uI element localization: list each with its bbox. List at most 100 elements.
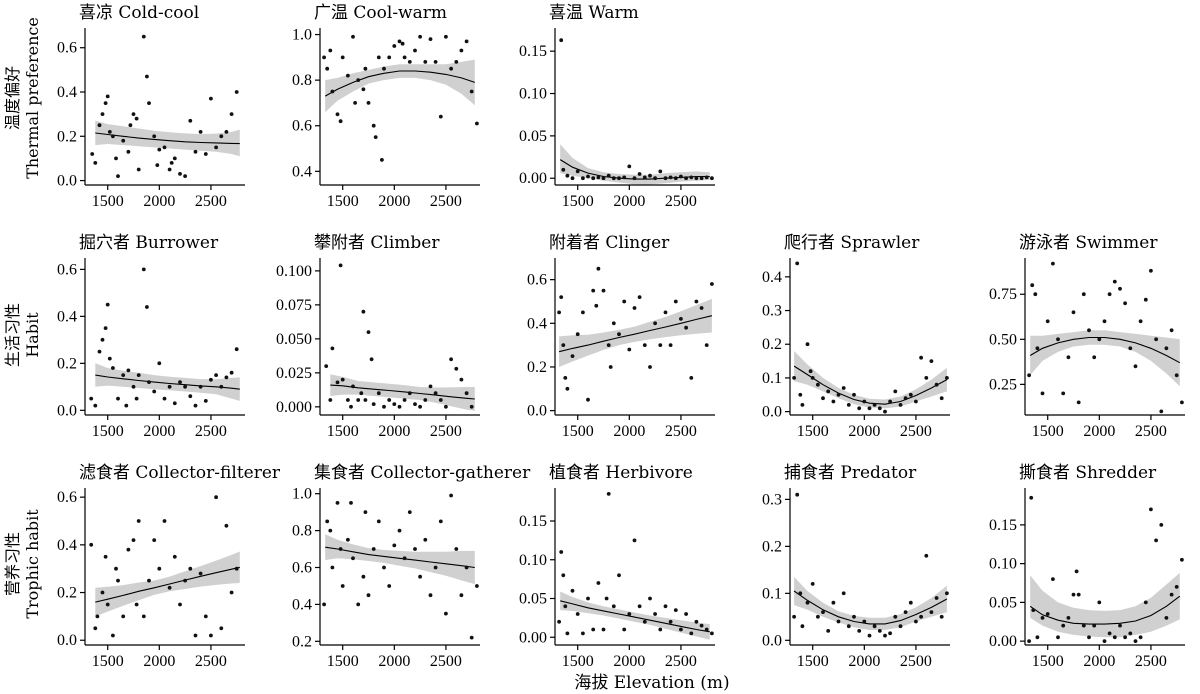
- panel-title: 捕食者 Predator: [784, 463, 917, 483]
- data-point: [893, 614, 898, 619]
- x-tick-label: 1500: [92, 193, 124, 210]
- data-point: [1045, 319, 1050, 324]
- data-point: [689, 175, 694, 180]
- data-point: [816, 614, 820, 619]
- data-point: [449, 357, 453, 362]
- data-point: [346, 73, 350, 78]
- data-point: [141, 34, 146, 39]
- data-point: [1071, 310, 1076, 315]
- data-point: [157, 361, 162, 366]
- data-point: [224, 375, 229, 380]
- data-point: [710, 631, 714, 636]
- data-point: [1133, 639, 1138, 643]
- data-point: [1071, 592, 1076, 597]
- data-point: [575, 612, 580, 616]
- data-point: [376, 519, 381, 524]
- data-point: [89, 542, 94, 547]
- data-point: [193, 633, 198, 638]
- data-point: [798, 392, 803, 397]
- data-point: [371, 123, 376, 128]
- confidence-band: [325, 534, 475, 585]
- data-point: [1040, 616, 1045, 620]
- data-point: [162, 396, 167, 401]
- data-point: [601, 176, 606, 181]
- fit-line: [558, 315, 713, 353]
- x-tick-label: 2500: [195, 193, 227, 210]
- panel-title: 滤食者 Collector-filterer: [79, 463, 281, 483]
- data-point: [349, 501, 353, 505]
- data-point: [704, 627, 709, 632]
- data-point: [114, 156, 118, 161]
- data-point: [234, 347, 239, 352]
- confidence-band: [560, 591, 710, 640]
- row-label-thermal-en: Thermal preference: [23, 17, 42, 179]
- data-point: [601, 627, 606, 632]
- data-point: [126, 368, 131, 373]
- data-point: [1066, 616, 1071, 620]
- data-point: [648, 365, 652, 369]
- data-point: [382, 66, 386, 71]
- data-point: [400, 41, 405, 46]
- x-tick-label: 1500: [327, 193, 359, 210]
- y-tick-label: 0.00: [519, 629, 547, 646]
- data-point: [810, 582, 815, 586]
- data-point: [836, 392, 841, 397]
- x-tick-label: 2500: [195, 653, 227, 670]
- data-point: [382, 404, 386, 409]
- data-point: [1066, 355, 1071, 360]
- data-point: [1123, 635, 1127, 640]
- data-point: [172, 401, 177, 406]
- data-point: [449, 493, 453, 498]
- panel-title: 掘穴者 Burrower: [79, 233, 219, 253]
- data-point: [188, 394, 193, 399]
- x-tick-label: 2000: [378, 193, 410, 210]
- data-point: [413, 48, 417, 53]
- data-point: [183, 174, 188, 179]
- data-point: [95, 614, 100, 619]
- data-point: [1092, 623, 1097, 628]
- x-tick-label: 1500: [92, 653, 124, 670]
- data-point: [699, 623, 704, 628]
- data-point: [1107, 292, 1112, 297]
- panel: 攀附者 Climber 0.000 0.025 0.050 0.075 0.100 1500…: [276, 233, 480, 440]
- y-tick-label: 0.15: [519, 513, 547, 530]
- y-tick-label: 0.50: [989, 331, 1017, 348]
- data-point: [1051, 577, 1055, 581]
- data-point: [346, 537, 350, 542]
- data-point: [795, 492, 800, 497]
- data-point: [214, 145, 219, 150]
- data-point: [632, 538, 637, 543]
- data-point: [147, 101, 151, 105]
- data-point: [141, 267, 146, 272]
- data-point: [557, 310, 561, 315]
- data-point: [392, 543, 397, 548]
- data-point: [361, 574, 366, 579]
- panel-title: 集食者 Collector-gatherer: [314, 463, 531, 483]
- data-point: [872, 403, 877, 407]
- data-point: [126, 547, 131, 552]
- panel: 集食者 Collector-gatherer 0.2 0.4 0.6 0.8 1.0 150…: [292, 463, 531, 670]
- data-point: [1074, 569, 1079, 574]
- confidence-band: [560, 144, 710, 185]
- data-point: [1097, 600, 1102, 605]
- data-point: [862, 619, 867, 624]
- y-tick-label: 0.000: [276, 399, 312, 416]
- data-point: [857, 406, 862, 411]
- data-point: [361, 309, 366, 314]
- data-point: [131, 538, 136, 542]
- data-point: [694, 299, 699, 304]
- data-point: [147, 578, 151, 583]
- data-point: [147, 380, 151, 384]
- y-tick-label: 0.05: [519, 128, 547, 145]
- x-tick-label: 2000: [848, 653, 880, 670]
- data-point: [617, 573, 621, 578]
- data-point: [121, 138, 126, 143]
- data-point: [1097, 337, 1102, 342]
- data-point: [1027, 373, 1031, 378]
- data-point: [710, 176, 714, 181]
- data-point: [867, 406, 872, 411]
- data-point: [586, 397, 590, 402]
- data-point: [188, 118, 193, 123]
- data-point: [356, 78, 361, 82]
- data-point: [338, 263, 343, 268]
